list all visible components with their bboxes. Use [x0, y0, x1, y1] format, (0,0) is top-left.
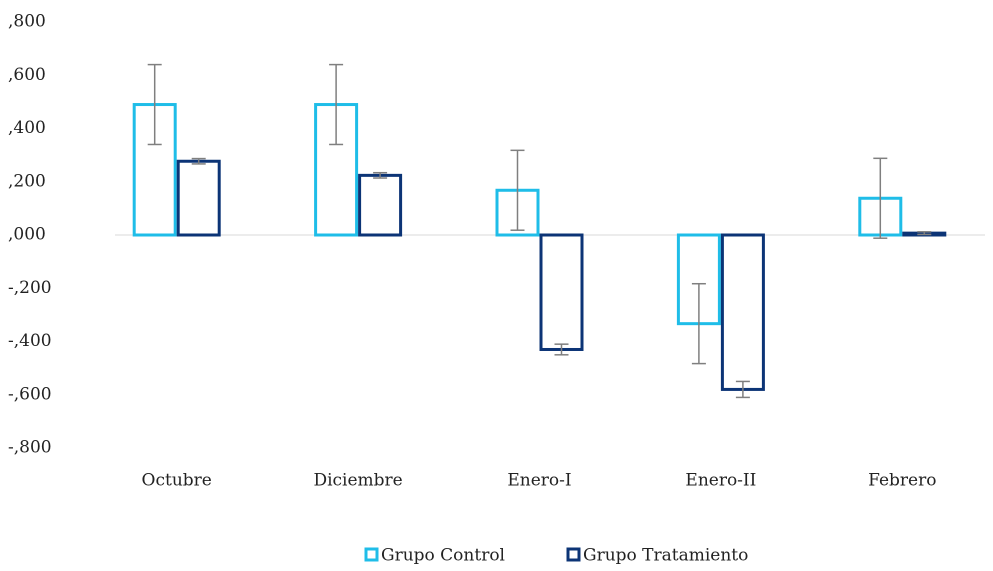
- y-tick-label: ,400: [8, 118, 46, 138]
- x-tick-label: Diciembre: [313, 471, 402, 491]
- y-tick-label: -,600: [8, 384, 52, 404]
- legend-label: Grupo Tratamiento: [583, 546, 748, 566]
- legend-swatch: [566, 547, 581, 562]
- bar: [176, 159, 221, 237]
- legend-swatch: [364, 547, 379, 562]
- y-tick-label: -,400: [8, 331, 52, 351]
- bar: [358, 173, 403, 237]
- bar: [539, 233, 584, 351]
- x-tick-label: Enero-I: [507, 471, 571, 491]
- x-tick-label: Enero-II: [685, 471, 756, 491]
- x-tick-label: Febrero: [868, 471, 936, 491]
- y-tick-label: ,800: [8, 12, 46, 32]
- y-tick-label: ,200: [8, 171, 46, 191]
- bar: [720, 233, 765, 391]
- y-tick-label: ,000: [8, 225, 46, 245]
- legend-label: Grupo Control: [381, 546, 505, 566]
- y-tick-label: -,800: [8, 438, 52, 458]
- y-tick-label: -,200: [8, 278, 52, 298]
- y-tick-label: ,600: [8, 65, 46, 85]
- x-tick-label: Octubre: [142, 471, 212, 491]
